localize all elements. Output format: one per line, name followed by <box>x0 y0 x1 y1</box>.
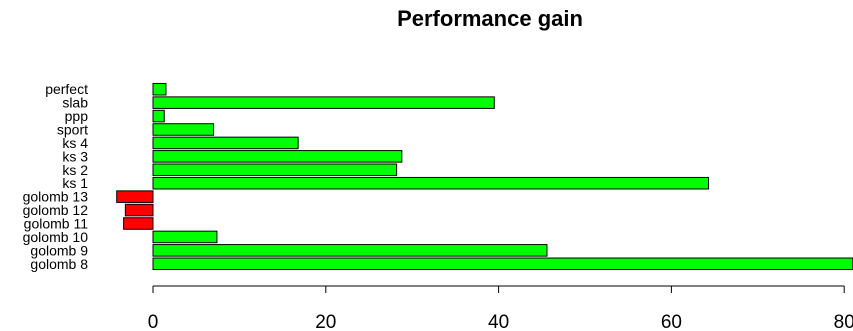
category-label: perfect <box>45 81 88 97</box>
category-label: slab <box>62 95 88 111</box>
category-label: golomb 9 <box>30 242 88 258</box>
category-label: ks 3 <box>62 148 88 164</box>
bar-ks-4 <box>152 136 299 150</box>
category-label: ppp <box>65 108 89 124</box>
category-label: ks 4 <box>62 135 88 151</box>
bar-golomb-13 <box>116 190 154 203</box>
category-label: golomb 8 <box>30 256 88 272</box>
category-label: sport <box>57 122 88 138</box>
bar-golomb-9 <box>152 244 548 257</box>
bar-golomb-8 <box>152 257 853 271</box>
category-label: golomb 12 <box>23 202 89 218</box>
bar-ks-1 <box>152 176 710 190</box>
x-tick-label: 60 <box>661 312 682 331</box>
category-label: golomb 13 <box>23 189 89 205</box>
bar-golomb-11 <box>123 217 154 230</box>
category-label: ks 2 <box>62 162 88 178</box>
bar-ppp <box>152 109 165 123</box>
bar-golomb-12 <box>124 203 154 217</box>
bar-slab <box>152 96 495 109</box>
bar-ks-2 <box>152 163 398 177</box>
bar-sport <box>152 123 214 136</box>
category-label: golomb 11 <box>24 216 89 232</box>
category-label: golomb 10 <box>23 229 89 245</box>
bar-perfect <box>152 82 167 96</box>
x-tick-label: 80 <box>834 312 853 331</box>
x-tick-label: 40 <box>488 312 509 331</box>
bar-golomb-10 <box>152 230 218 244</box>
category-label: ks 1 <box>62 175 88 191</box>
x-axis: 0 20 40 60 80 <box>148 285 853 331</box>
x-tick-label: 0 <box>148 312 159 331</box>
chart-title: Performance gain <box>397 6 583 31</box>
bars-group <box>116 82 853 271</box>
x-tick-label: 20 <box>315 312 336 331</box>
bar-ks-3 <box>152 150 403 163</box>
